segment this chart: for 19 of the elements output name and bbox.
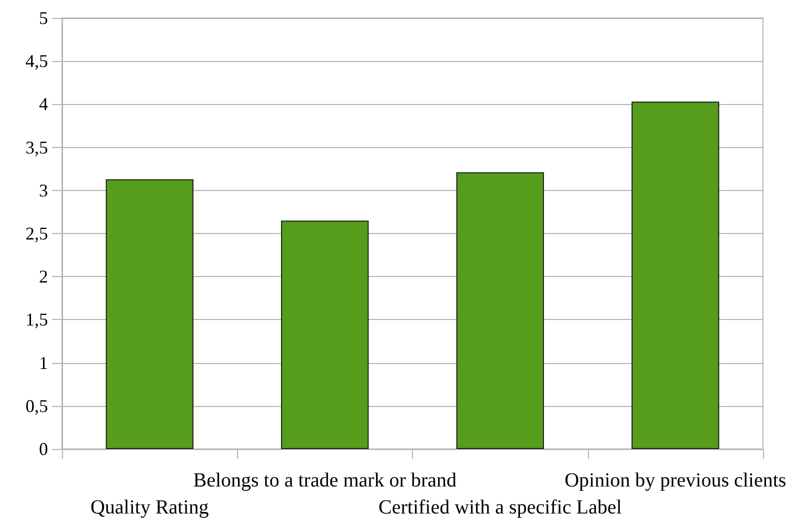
y-tick-label: 0,5 (26, 396, 48, 416)
y-tick-label: 1,5 (26, 310, 48, 330)
y-tick-label: 3 (39, 180, 48, 200)
y-tick-label: 5 (39, 8, 48, 28)
bar (632, 102, 720, 449)
y-tick-label: 4 (39, 94, 48, 114)
y-tick-label: 4,5 (26, 51, 48, 72)
bar (106, 179, 194, 449)
y-tick-label: 0 (39, 439, 48, 459)
x-tick-label: Certified with a specific Label (378, 496, 622, 518)
bar (456, 172, 544, 449)
y-tick-label: 2 (39, 266, 48, 287)
y-tick-label: 2,5 (26, 224, 48, 244)
x-tick-label: Quality Rating (90, 496, 209, 518)
y-tick-label: 1 (39, 352, 48, 373)
x-tick-label: Opinion by previous clients (564, 470, 786, 492)
x-tick-label: Belongs to a trade mark or brand (193, 470, 457, 492)
bar (281, 220, 369, 449)
y-tick-label: 3,5 (26, 137, 48, 158)
